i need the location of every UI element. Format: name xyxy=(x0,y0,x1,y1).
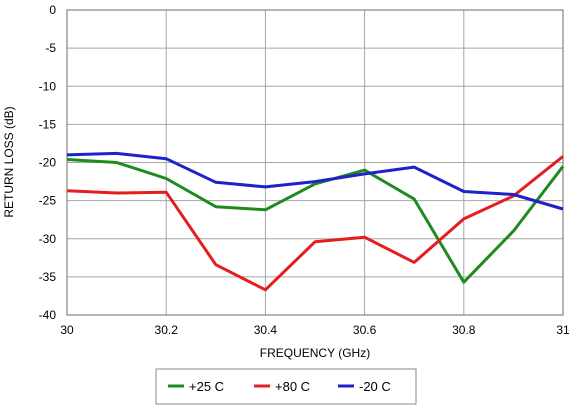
legend-label: -20 C xyxy=(359,379,391,394)
x-tick-label: 31 xyxy=(556,323,570,337)
y-tick-labels: 0 -5 -10 -15 -20 -25 -30 -35 -40 xyxy=(39,3,57,322)
y-tick-label: -30 xyxy=(39,232,57,246)
y-tick-label: -15 xyxy=(39,117,57,131)
legend-items: +25 C +80 C -20 C xyxy=(168,379,391,394)
legend: +25 C +80 C -20 C xyxy=(155,368,417,405)
y-tick-label: 0 xyxy=(49,3,56,17)
legend-label: +25 C xyxy=(189,379,224,394)
legend-box xyxy=(155,368,417,405)
grid-lines xyxy=(66,9,564,316)
plot-frame xyxy=(66,9,564,316)
series-line-1 xyxy=(66,155,564,292)
x-tick-labels: 30 30.2 30.4 30.6 30.8 31 xyxy=(60,323,570,337)
legend-label: +80 C xyxy=(275,379,310,394)
y-tick-label: -35 xyxy=(39,270,57,284)
y-tick-label: -40 xyxy=(39,308,57,322)
x-tick-label: 30.8 xyxy=(452,323,476,337)
y-tick-label: -25 xyxy=(39,194,57,208)
y-axis-title: RETURN LOSS (dB) xyxy=(2,106,16,217)
x-tick-label: 30.4 xyxy=(254,323,278,337)
x-tick-label: 30.6 xyxy=(353,323,377,337)
y-tick-label: -5 xyxy=(45,41,56,55)
y-tick-label: -10 xyxy=(39,79,57,93)
series-lines xyxy=(66,151,565,292)
x-axis-title: FREQUENCY (GHz) xyxy=(260,346,370,360)
series-line-0 xyxy=(66,158,565,284)
x-tick-label: 30.2 xyxy=(155,323,179,337)
x-tick-label: 30 xyxy=(60,323,74,337)
series-line-2 xyxy=(66,151,564,211)
y-tick-label: -20 xyxy=(39,156,57,170)
